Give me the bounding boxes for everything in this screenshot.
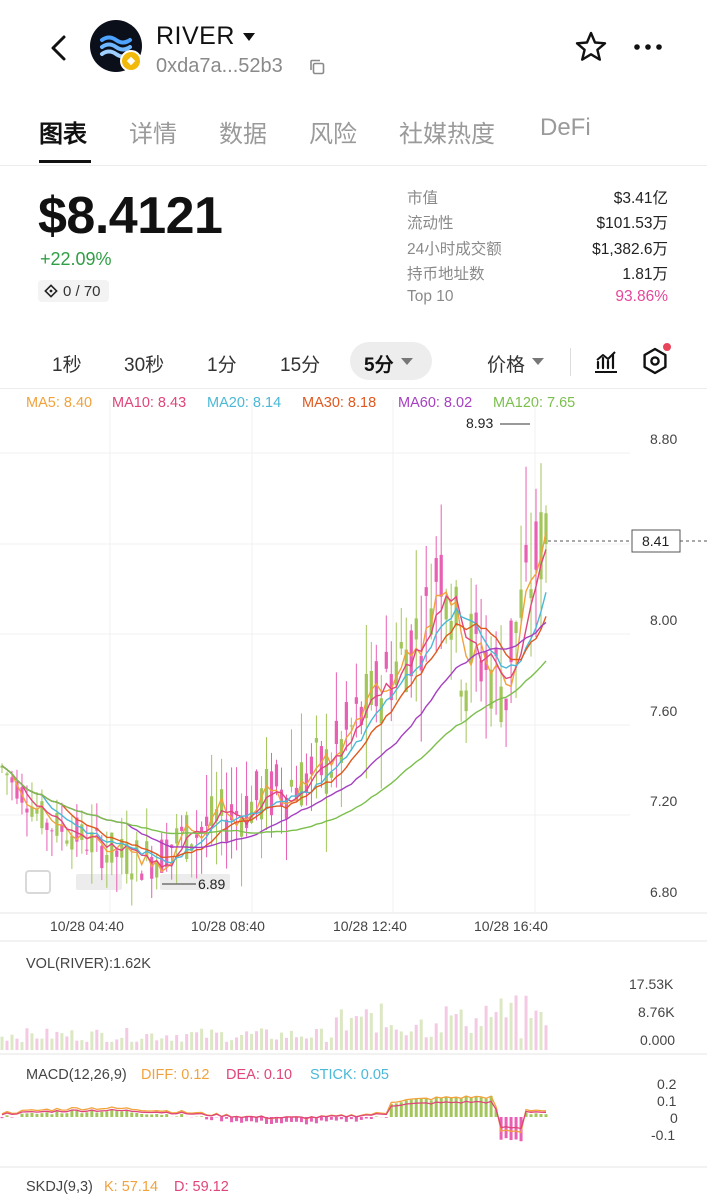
skdj-d-legend: D: 59.12	[174, 1179, 229, 1195]
volume-label: VOL(RIVER):1.62K	[26, 956, 151, 972]
high-price-label: 8.93	[466, 415, 493, 431]
tab-risk[interactable]: 风险	[309, 121, 357, 148]
river-logo	[90, 20, 142, 72]
macd-stick-legend: STICK: 0.05	[310, 1067, 389, 1083]
current-price: $8.4121	[38, 187, 223, 245]
ma10-legend: MA10: 8.43	[112, 395, 187, 411]
stat-value-volume-24h: $1,382.6万	[592, 241, 668, 258]
tab-chart[interactable]: 图表	[39, 121, 87, 148]
y-tick-label: 7.20	[650, 793, 677, 809]
tab-data[interactable]: 数据	[219, 121, 267, 148]
ma5-legend: MA5: 8.40	[26, 395, 93, 411]
x-tick-label: 10/28 12:40	[333, 918, 407, 934]
ma30-legend: MA30: 8.18	[302, 395, 377, 411]
candlesticks	[0, 463, 548, 906]
stat-label-liquidity: 流动性	[407, 215, 454, 232]
target-icon	[44, 284, 58, 298]
stat-value-liquidity: $101.53万	[596, 215, 668, 232]
skdj-k-legend: K: 57.14	[104, 1179, 158, 1195]
macd-tick: 0	[670, 1110, 678, 1126]
y-tick-label: 8.00	[650, 612, 677, 628]
current-price-label: 8.41	[642, 533, 669, 549]
interval-5m-selected[interactable]	[350, 342, 432, 380]
stat-value-holders: 1.81万	[622, 266, 668, 283]
back-arrow-icon[interactable]	[40, 28, 80, 68]
divider	[0, 388, 707, 389]
stat-label-volume-24h: 24小时成交额	[407, 241, 502, 258]
macd-label: MACD(12,26,9)	[26, 1067, 127, 1083]
time-axis: 10/28 04:40 10/28 08:40 10/28 12:40 10/2…	[50, 918, 548, 934]
divider	[0, 165, 707, 166]
macd-dea-legend: DEA: 0.10	[226, 1067, 292, 1083]
token-name[interactable]: RIVER	[156, 22, 235, 50]
stat-value-market-cap: $3.41亿	[613, 190, 668, 207]
price-axis: 8.80 8.00 7.60 7.20 6.80	[650, 431, 677, 900]
chart-grid	[0, 400, 630, 912]
active-tab-indicator	[39, 160, 91, 163]
ma120-legend: MA120: 7.65	[493, 395, 576, 411]
stat-value-top10: 93.86%	[615, 288, 668, 305]
macd-tick: 0.2	[657, 1076, 677, 1092]
interval-15m[interactable]: 15分	[280, 355, 321, 376]
more-icon[interactable]	[628, 30, 668, 64]
low-price-label: 6.89	[198, 876, 225, 892]
stat-label-top10: Top 10	[407, 288, 454, 305]
ma60-legend: MA60: 8.02	[398, 395, 473, 411]
star-icon[interactable]	[572, 28, 610, 66]
okx-dex-watermark	[25, 870, 230, 894]
notification-dot	[663, 343, 671, 351]
interval-30s[interactable]: 30秒	[124, 355, 165, 376]
y-tick-label: 6.80	[650, 884, 677, 900]
stat-label-holders: 持币地址数	[407, 266, 485, 283]
token-address: 0xda7a...52b3	[156, 55, 283, 77]
token-switch-caret-icon[interactable]	[243, 33, 255, 41]
skdj-label: SKDJ(9,3)	[26, 1179, 93, 1195]
interval-1s[interactable]: 1秒	[52, 355, 82, 376]
x-tick-label: 10/28 04:40	[50, 918, 124, 934]
macd-histogram	[0, 1095, 548, 1142]
price-markers: 8.93 6.89 8.41	[162, 415, 707, 892]
chevron-down-icon	[401, 358, 413, 365]
tab-social[interactable]: 社媒热度	[399, 121, 495, 148]
price-type-select[interactable]: 价格	[487, 355, 526, 376]
chevron-down-icon	[532, 358, 544, 365]
settings-hexagon-icon[interactable]	[640, 346, 670, 376]
tab-defi[interactable]: DeFi	[540, 114, 591, 141]
x-tick-label: 10/28 08:40	[191, 918, 265, 934]
copy-icon[interactable]	[308, 58, 326, 76]
tab-details[interactable]: 详情	[129, 121, 177, 148]
indicator-chart-icon[interactable]	[592, 348, 620, 376]
y-tick-label: 7.60	[650, 703, 677, 719]
interval-1m[interactable]: 1分	[207, 355, 237, 376]
volume-bars	[0, 995, 548, 1050]
bnb-chain-badge-icon	[120, 50, 142, 72]
moving-average-lines	[1, 531, 547, 873]
y-tick-label: 8.80	[650, 431, 677, 447]
macd-diff-legend: DIFF: 0.12	[141, 1067, 210, 1083]
stat-label-market-cap: 市值	[407, 190, 439, 207]
kline-chart[interactable]: 8.93 6.89 8.41 8.80 8.00 7.60 7.20 6.80 …	[0, 389, 707, 1200]
volume-tick: 17.53K	[629, 976, 674, 992]
ma20-legend: MA20: 8.14	[207, 395, 282, 411]
interval-5m-label: 5分	[364, 355, 394, 376]
volume-tick: 0.000	[640, 1032, 675, 1048]
holder-badge-text: 0 / 70	[63, 282, 101, 300]
x-tick-label: 10/28 16:40	[474, 918, 548, 934]
holder-badge[interactable]: 0 / 70	[38, 280, 109, 302]
macd-tick: 0.1	[657, 1093, 677, 1109]
price-change: +22.09%	[40, 249, 112, 269]
macd-tick: -0.1	[651, 1127, 675, 1143]
divider	[570, 348, 571, 376]
volume-tick: 8.76K	[638, 1004, 675, 1020]
